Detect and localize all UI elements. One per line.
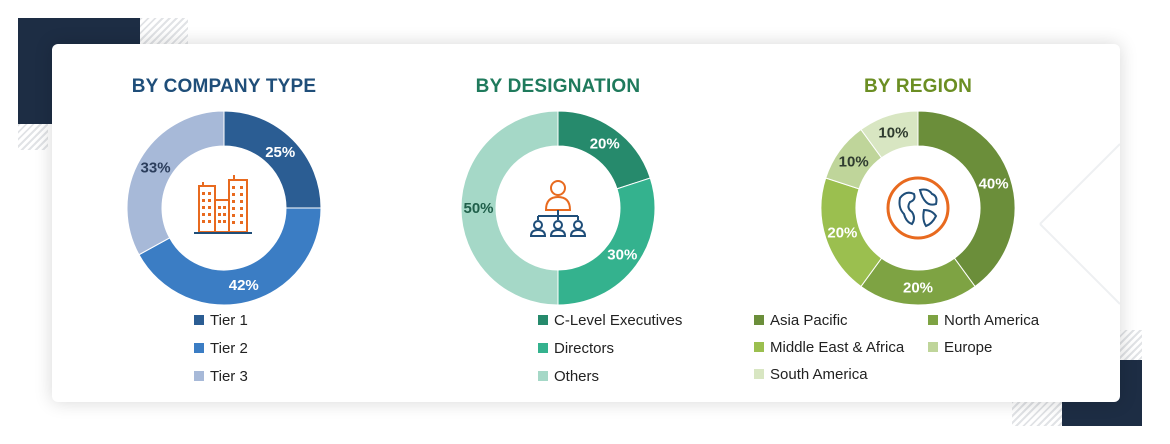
legend-swatch	[194, 371, 204, 382]
legend-label: Asia Pacific	[770, 312, 848, 329]
slice-south-america	[860, 110, 919, 159]
legend-swatch	[538, 343, 548, 354]
slice-directors	[557, 177, 656, 306]
legend-swatch	[754, 342, 764, 353]
legend-swatch	[928, 342, 938, 353]
legend-item-south-america: South America	[754, 365, 868, 385]
legend-swatch	[194, 315, 204, 326]
slice-others	[460, 110, 559, 306]
legend-label: C-Level Executives	[554, 312, 683, 329]
legend-swatch	[928, 315, 938, 326]
data-label-tier-1: 25%	[265, 144, 295, 161]
legend-label: Tier 3	[210, 368, 248, 385]
legend-label: North America	[944, 312, 1040, 329]
donut-chart: 25% 42% 33%	[126, 110, 322, 306]
data-label-tier-3: 33%	[141, 160, 171, 177]
data-label-middle-east-and-africa: 20%	[827, 225, 857, 242]
legend-item-north-america: North America	[928, 311, 1039, 331]
chart-title: BY COMPANY TYPE	[131, 76, 317, 97]
chart-title: BY DESIGNATION	[475, 76, 641, 97]
data-label-others: 50%	[463, 200, 493, 217]
background-lines	[1039, 143, 1120, 305]
legend-item-c-level-executives: C-Level Executives	[538, 311, 682, 331]
breakdown-card: BY COMPANY TYPE 25% 42% 33%	[52, 44, 1120, 402]
legend-swatch	[754, 315, 764, 326]
designation-panel: BY DESIGNATION 20% 30% 50% C-Level Executi…	[396, 44, 720, 402]
chart-title: BY REGION	[863, 76, 973, 97]
slice-asia-pacific	[917, 110, 1016, 288]
legend-item-others: Others	[538, 367, 599, 387]
data-label-c-level-executives: 20%	[590, 136, 620, 153]
legend-label: Tier 2	[210, 340, 248, 357]
data-label-south-america: 10%	[878, 124, 908, 141]
legend-label: South America	[770, 366, 868, 383]
organization-chart-icon	[529, 180, 587, 237]
slice-tier-3	[126, 110, 225, 256]
data-label-north-america: 20%	[903, 280, 933, 297]
legend-label: Middle East & Africa	[770, 339, 905, 356]
data-label-europe: 10%	[839, 153, 869, 170]
data-label-tier-2: 42%	[229, 277, 259, 294]
data-label-asia-pacific: 40%	[979, 175, 1009, 192]
legend-swatch	[754, 369, 764, 380]
legend-label: Tier 1	[210, 312, 248, 329]
legend-label: Directors	[554, 340, 615, 357]
legend-item-europe: Europe	[928, 338, 992, 358]
legend-swatch	[538, 315, 548, 326]
buildings-icon	[194, 175, 252, 234]
legend-swatch	[194, 343, 204, 354]
legend-label: Others	[554, 368, 600, 385]
legend-swatch	[538, 371, 548, 382]
legend-item-tier-3: Tier 3	[194, 367, 248, 387]
legend-item-asia-pacific: Asia Pacific	[754, 311, 848, 331]
donut-chart: 20% 30% 50%	[460, 110, 656, 306]
decorative-hatch-left	[18, 124, 48, 150]
globe-icon	[886, 176, 950, 240]
decorative-hatch-top	[140, 18, 188, 46]
legend-item-tier-1: Tier 1	[194, 311, 248, 331]
legend-item-directors: Directors	[538, 339, 614, 359]
legend-item-middle-east-and-africa: Middle East & Africa	[754, 338, 904, 358]
data-label-directors: 30%	[607, 247, 637, 264]
slice-tier-2	[138, 207, 322, 306]
legend-label: Europe	[944, 339, 993, 356]
region-panel: BY REGION 40% 20% 20% 10% 10% Asia Pacific No…	[720, 44, 1120, 402]
donut-chart: 40% 20% 20% 10% 10%	[820, 110, 1016, 306]
company-type-panel: BY COMPANY TYPE 25% 42% 33%	[52, 44, 396, 402]
legend-item-tier-2: Tier 2	[194, 339, 248, 359]
